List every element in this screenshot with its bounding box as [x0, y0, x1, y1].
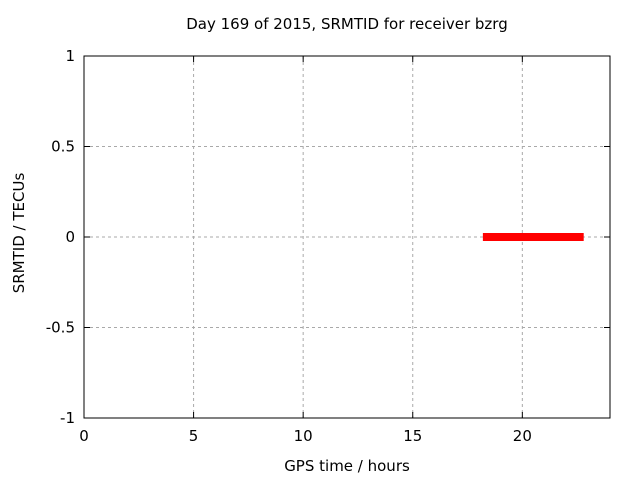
y-tick-label: -1	[60, 409, 75, 427]
x-tick-label: 10	[294, 427, 313, 445]
y-tick-label: 0.5	[51, 138, 75, 156]
x-tick-label: 15	[403, 427, 422, 445]
y-tick-label: 0	[65, 228, 75, 246]
y-tick-label: 1	[65, 47, 75, 65]
x-tick-label: 5	[189, 427, 199, 445]
y-tick-label: -0.5	[46, 319, 75, 337]
plot-border	[83, 55, 611, 419]
x-axis-label: GPS time / hours	[284, 457, 410, 475]
chart-title: Day 169 of 2015, SRMTID for receiver bzr…	[186, 15, 508, 33]
x-tick-label: 20	[513, 427, 532, 445]
x-tick-label: 0	[79, 427, 89, 445]
